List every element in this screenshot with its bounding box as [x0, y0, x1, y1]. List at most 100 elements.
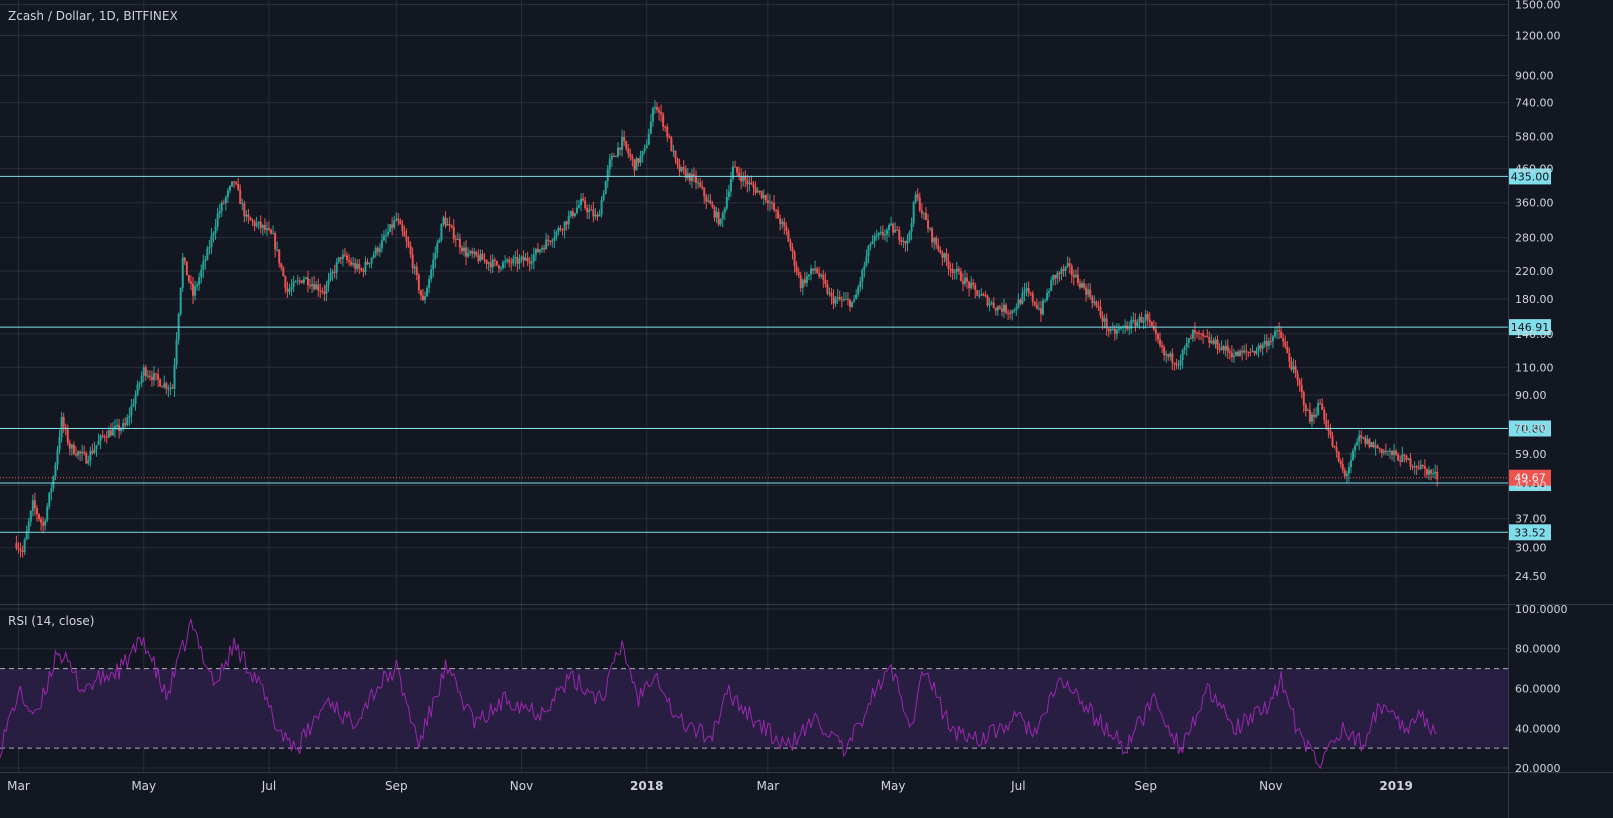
candle-body	[1183, 347, 1186, 350]
y-tick-label: 30.00	[1515, 542, 1547, 555]
y-tick-label: 37.00	[1515, 513, 1547, 526]
candle-body	[315, 284, 318, 290]
candle-body	[1159, 339, 1162, 346]
candle-body	[1144, 313, 1147, 321]
candle-body	[103, 436, 106, 438]
candle-body	[378, 248, 381, 253]
candle-body	[1427, 470, 1430, 475]
candle-body	[68, 442, 71, 449]
candle-body	[1234, 351, 1237, 356]
candle-body	[358, 263, 361, 269]
candle-body	[259, 221, 262, 228]
candle-body	[1403, 454, 1406, 456]
candle-body	[122, 423, 125, 429]
candle-body	[768, 202, 771, 204]
candle-body	[828, 292, 831, 294]
x-tick-label: May	[131, 779, 156, 793]
y-tick-label: 140.00	[1515, 328, 1554, 341]
candle-body	[961, 280, 964, 284]
candle-body	[452, 227, 455, 240]
candle-body	[134, 394, 137, 405]
candle-body	[643, 148, 646, 152]
candle-body	[596, 214, 599, 217]
candle-body	[1425, 468, 1428, 475]
candle-body	[1325, 420, 1328, 428]
candle-body	[1214, 339, 1217, 344]
candle-body	[15, 543, 18, 549]
candle-body	[1138, 317, 1141, 322]
candle-body	[569, 211, 572, 217]
candle-body	[407, 241, 410, 247]
candle-body	[861, 269, 864, 282]
candle-body	[721, 212, 724, 220]
candle-body	[1376, 445, 1379, 449]
candle-body	[582, 198, 585, 201]
candle-body	[319, 290, 322, 292]
candle-body	[1167, 354, 1170, 357]
candle-body	[93, 448, 96, 453]
candle-body	[1179, 360, 1182, 365]
y-tick-label: 740.00	[1515, 97, 1554, 110]
candle-body	[524, 257, 527, 261]
candle-body	[239, 189, 242, 204]
x-tick-label: 2018	[630, 779, 663, 793]
candle-body	[395, 218, 398, 221]
candle-body	[48, 492, 51, 507]
candle-body	[337, 257, 340, 262]
candle-body	[331, 271, 334, 274]
candle-body	[1298, 380, 1301, 386]
candle-body	[994, 307, 997, 311]
candle-body	[998, 306, 1001, 309]
candle-body	[635, 158, 638, 171]
candle-body	[189, 281, 192, 284]
candle-body	[849, 299, 852, 307]
candle-body	[744, 176, 747, 181]
candle-body	[343, 254, 346, 256]
candle-body	[321, 291, 324, 293]
candle-body	[1265, 341, 1268, 346]
candle-body	[731, 166, 734, 180]
level-price-tag	[1509, 168, 1551, 185]
candle-body	[937, 244, 940, 250]
candle-body	[72, 444, 75, 454]
candle-body	[1083, 283, 1086, 288]
candle-body	[898, 229, 901, 240]
level-price-label: 33.52	[1514, 526, 1546, 539]
candle-body	[463, 247, 466, 252]
candle-body	[60, 416, 63, 438]
candle-body	[1046, 292, 1049, 301]
candle-body	[1300, 385, 1303, 393]
candle-body	[575, 207, 578, 214]
candle-body	[421, 295, 424, 301]
candle-body	[844, 298, 847, 300]
candle-body	[116, 424, 119, 427]
candle-body	[830, 292, 833, 297]
y-tick-label: 110.00	[1515, 361, 1554, 374]
candle-body	[1117, 328, 1120, 330]
candle-body	[157, 374, 160, 380]
candle-body	[543, 247, 546, 250]
candle-body	[1128, 328, 1131, 330]
candle-body	[487, 262, 490, 264]
candle-body	[399, 220, 402, 225]
candle-body	[454, 239, 457, 241]
candle-body	[873, 235, 876, 241]
candle-body	[136, 384, 139, 395]
candle-body	[1421, 464, 1424, 467]
candle-body	[380, 240, 383, 249]
candle-body	[968, 281, 971, 289]
candle-body	[963, 277, 966, 284]
candle-body	[1130, 320, 1133, 329]
candle-body	[276, 249, 279, 251]
x-tick-label: 2019	[1379, 779, 1412, 793]
candle-body	[286, 288, 289, 292]
candle-body	[922, 212, 925, 214]
candle-body	[614, 156, 617, 158]
candle-body	[980, 294, 983, 296]
candle-body	[202, 261, 205, 270]
candle-body	[754, 187, 757, 193]
candle-body	[1208, 337, 1211, 343]
